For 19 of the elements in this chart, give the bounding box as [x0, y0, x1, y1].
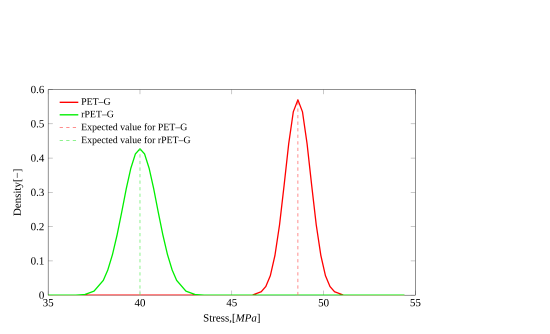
- y-tick-label: 0.5: [31, 120, 44, 128]
- x-tick-label: 55: [410, 299, 420, 306]
- y-tick-label: 0: [39, 291, 44, 299]
- y-tick-label: 0.1: [31, 257, 44, 265]
- x-tick-label: 35: [43, 299, 54, 306]
- legend-label: Expected value for rPET–G: [81, 136, 190, 146]
- x-axis-title: Stress,[MPa]: [204, 314, 260, 324]
- y-tick-label: 0.4: [31, 154, 44, 162]
- line-series: [48, 148, 406, 296]
- legend-label: Expected value for PET–G: [81, 123, 188, 132]
- x-tick-label: 45: [226, 299, 237, 306]
- x-tick-label: 40: [134, 299, 146, 306]
- x-tick-label: 50: [318, 299, 329, 306]
- legend-label: rPET–G: [81, 110, 114, 118]
- y-axis-title: Density[−]: [13, 169, 24, 216]
- y-tick-label: 0.3: [31, 188, 44, 196]
- legend-label: PET–G: [81, 98, 110, 105]
- y-tick-label: 0.2: [31, 222, 44, 230]
- y-tick-label: 0.6: [31, 86, 44, 94]
